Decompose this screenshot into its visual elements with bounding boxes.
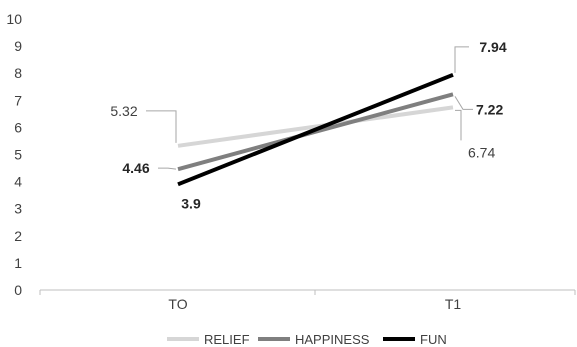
- data-label-relief: 5.32: [110, 103, 137, 119]
- legend-label-happiness: HAPPINESS: [295, 332, 370, 347]
- series-line-relief: [177, 105, 454, 148]
- label-leader-lines: [146, 46, 473, 170]
- data-label-happiness: 4.46: [122, 160, 149, 176]
- x-tick-label: T1: [445, 296, 462, 312]
- legend-label-relief: RELIEF: [204, 332, 250, 347]
- data-label-fun: 7.94: [479, 39, 506, 55]
- y-tick-label: 9: [14, 38, 22, 54]
- y-tick-label: 6: [14, 119, 22, 135]
- label-leader-line: [146, 110, 177, 143]
- y-tick-label: 1: [14, 255, 22, 271]
- y-tick-label: 3: [14, 201, 22, 217]
- y-tick-label: 8: [14, 65, 22, 81]
- y-axis: 0 1 2 3 4 5 6 7 8 9 10: [6, 11, 22, 298]
- label-leader-line: [454, 46, 469, 73]
- x-axis: TO T1: [39, 290, 576, 312]
- data-label-fun: 3.9: [181, 195, 201, 211]
- series-line-fun: [177, 72, 454, 187]
- x-tick-label: TO: [168, 296, 187, 312]
- y-tick-label: 7: [14, 92, 22, 108]
- series-line-happiness: [177, 92, 454, 172]
- y-tick-label: 4: [14, 174, 22, 190]
- y-tick-label: 10: [6, 11, 22, 27]
- y-tick-label: 5: [14, 147, 22, 163]
- y-tick-label: 0: [14, 282, 22, 298]
- legend-label-fun: FUN: [420, 332, 447, 347]
- data-label-relief: 6.74: [468, 144, 495, 160]
- data-label-happiness: 7.22: [476, 101, 503, 117]
- y-tick-label: 2: [14, 228, 22, 244]
- label-leader-line: [454, 96, 473, 110]
- legend: RELIEF HAPPINESS FUN: [167, 332, 447, 347]
- data-labels: 5.32 6.74 4.46 7.22 3.9 7.94: [110, 39, 506, 211]
- label-leader-line: [455, 109, 462, 141]
- series-lines: [177, 72, 454, 187]
- label-leader-line: [158, 167, 177, 170]
